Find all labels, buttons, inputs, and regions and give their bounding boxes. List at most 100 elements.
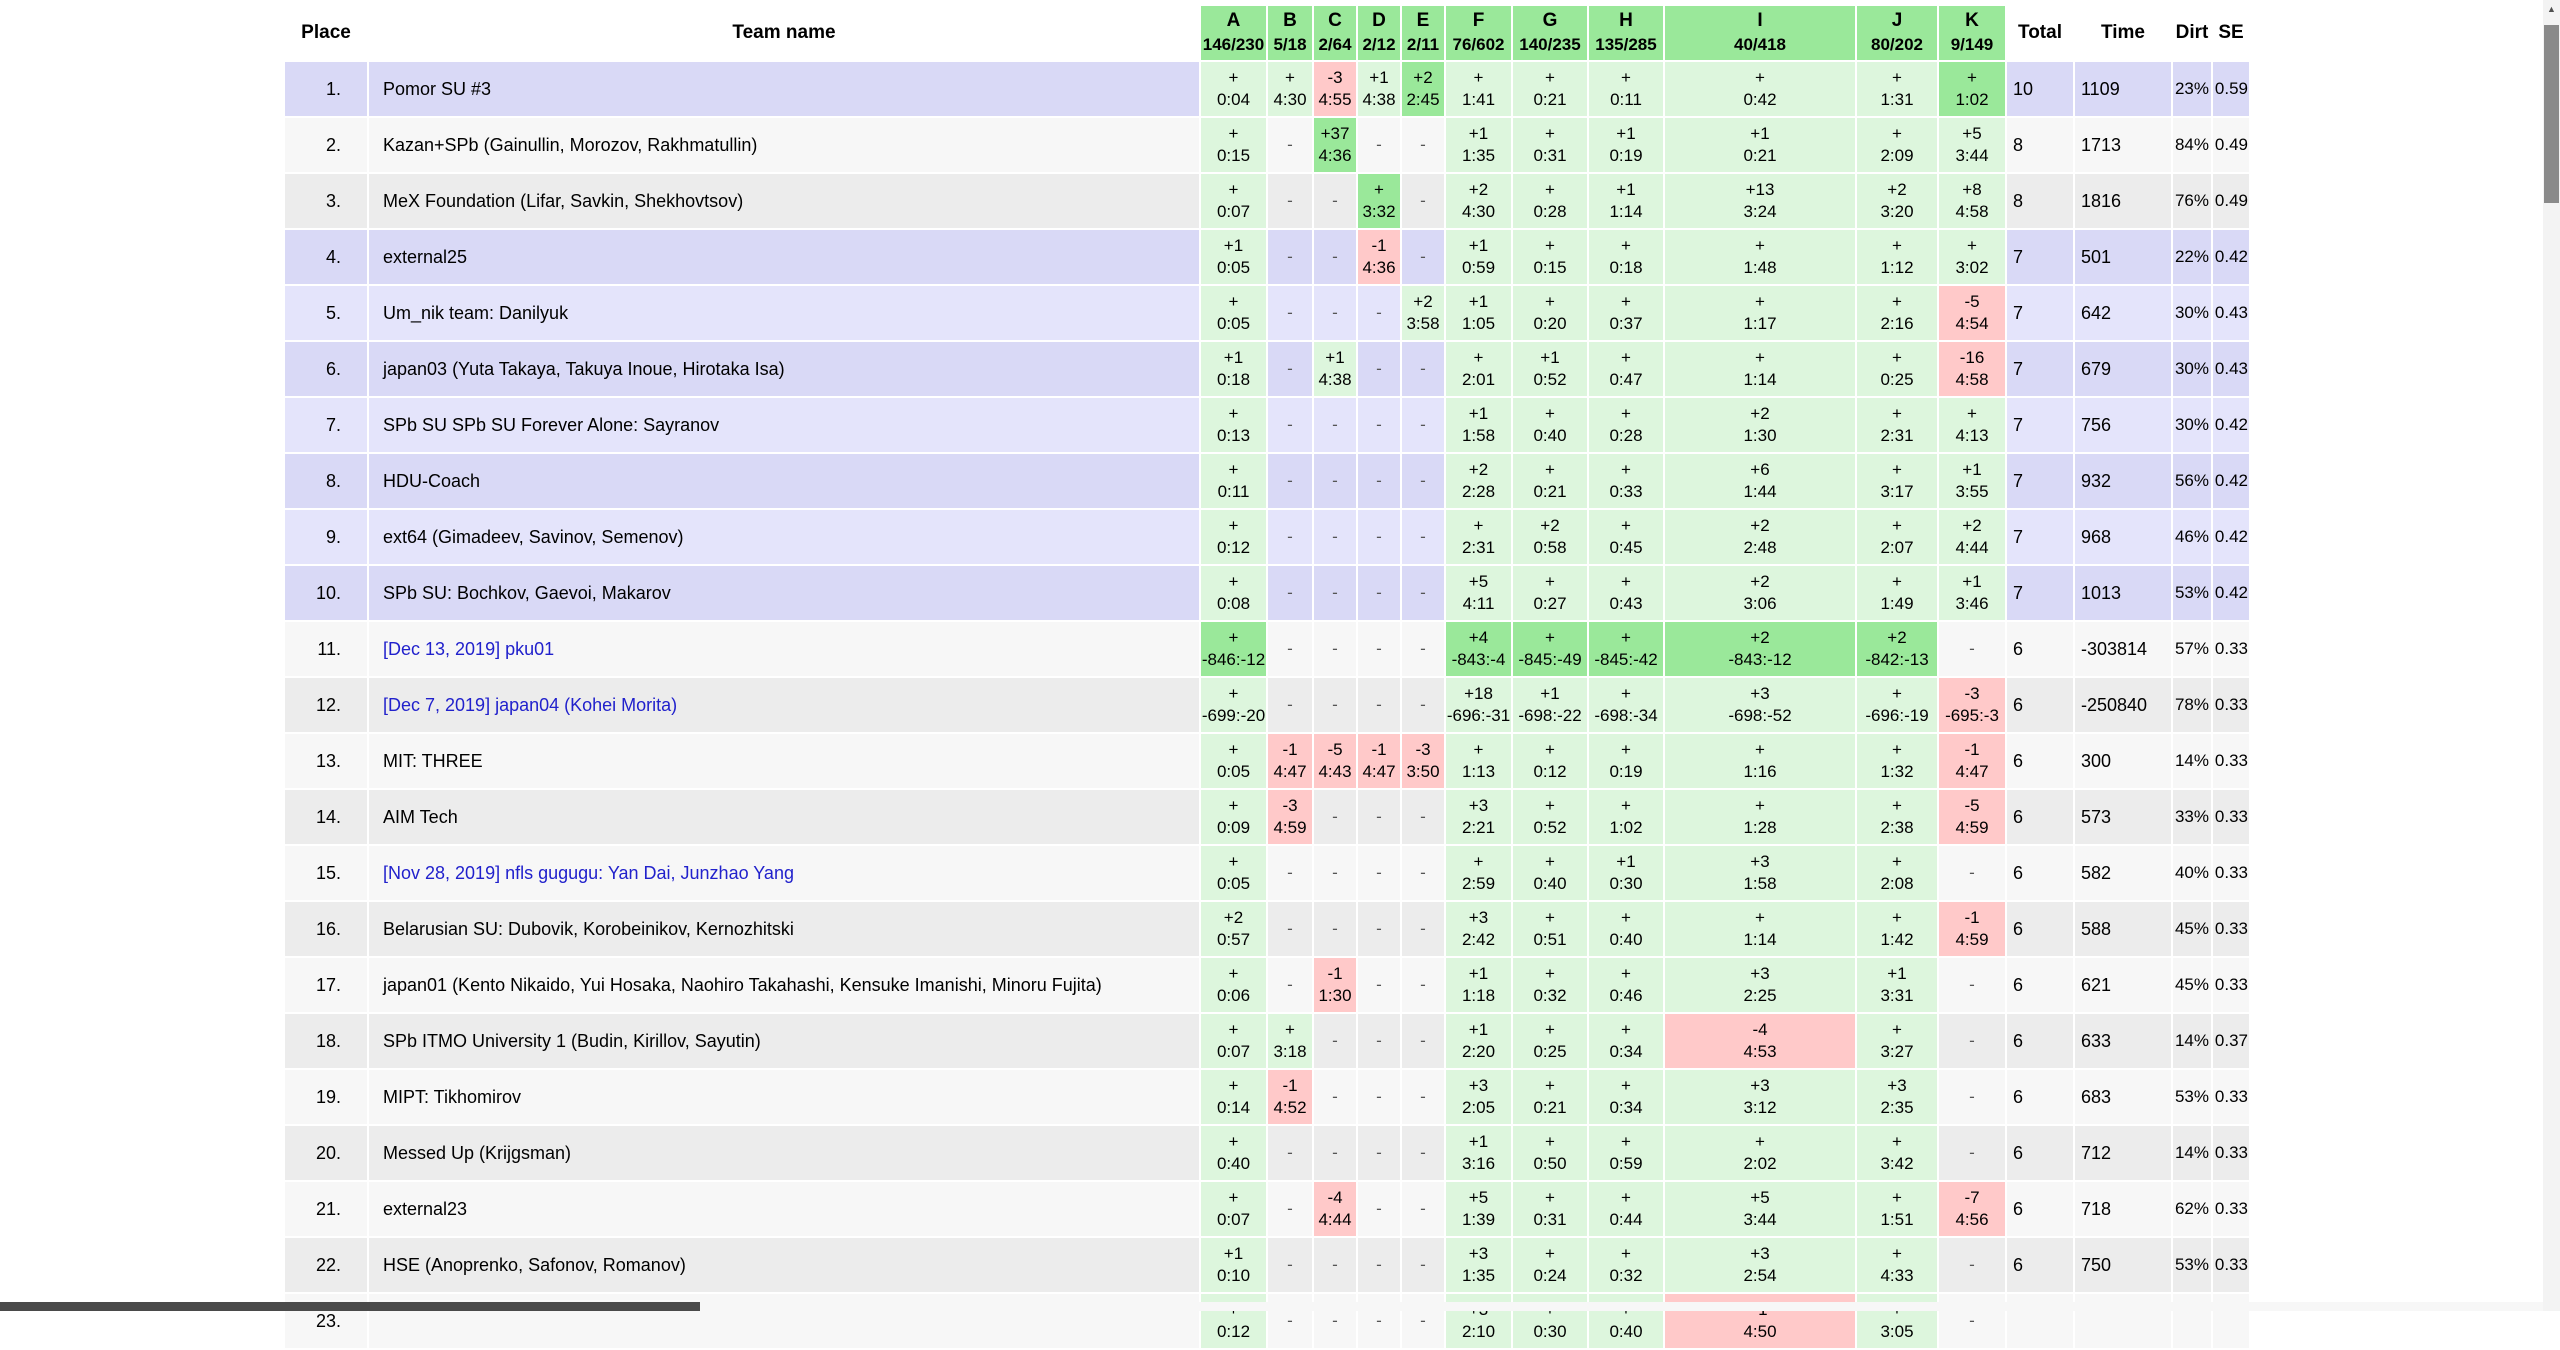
team-row: 3. MeX Foundation (Lifar, Savkin, Shekhov… [285, 174, 2249, 228]
team-name-cell: AIM Tech [369, 790, 1199, 844]
result-attempts: + [1545, 1132, 1555, 1151]
result-time: 4:55 [1318, 90, 1352, 109]
result-cell-I: +2 1:30 [1665, 398, 1855, 452]
result-time: 2:48 [1743, 538, 1777, 557]
result-attempts: + [1621, 348, 1631, 367]
vertical-scrollbar[interactable]: ▲ [2543, 0, 2560, 1311]
result-cell-F: +3 2:42 [1446, 902, 1511, 956]
result-cell-I: +2 -843:-12 [1665, 622, 1855, 676]
result-attempts: +2 [1750, 628, 1770, 647]
result-cell-E: - [1402, 1238, 1444, 1292]
result-cell-H: +1 0:30 [1589, 846, 1663, 900]
team-name-link[interactable]: [Nov 28, 2019] nfls gugugu: Yan Dai, Jun… [383, 862, 794, 883]
se-cell: 0.59 [2213, 62, 2249, 116]
team-name-cell: Pomor SU #3 [369, 62, 1199, 116]
result-cell-D: - [1358, 510, 1400, 564]
result-time: 2:09 [1880, 146, 1914, 165]
result-cell-A: +0:05 [1201, 734, 1266, 788]
result-cell-J: +2:31 [1857, 398, 1937, 452]
result-time: 3:24 [1743, 202, 1777, 221]
result-time: 0:12 [1216, 538, 1251, 557]
team-name-cell: Kazan+SPb (Gainullin, Morozov, Rakhmatul… [369, 118, 1199, 172]
horizontal-scrollbar[interactable] [0, 1302, 2543, 1311]
team-name-link[interactable]: [Dec 7, 2019] japan04 (Kohei Morita) [383, 694, 678, 715]
horizontal-scroll-thumb[interactable] [0, 1302, 700, 1311]
result-time: 2:02 [1743, 1154, 1777, 1173]
result-attempts: +2 [1887, 628, 1907, 647]
team-name-cell: external25 [369, 230, 1199, 284]
team-name-text: Belarusian SU: Dubovik, Korobeinikov, Ke… [383, 918, 794, 939]
result-cell-C: -5 4:43 [1314, 734, 1356, 788]
result-cell-A: +1 0:18 [1201, 342, 1266, 396]
result-cell-H: +0:11 [1589, 62, 1663, 116]
team-name-text: Messed Up (Krijgsman) [383, 1142, 572, 1163]
team-name-text: AIM Tech [383, 806, 458, 827]
total-solved-cell: 6 [2007, 790, 2073, 844]
result-time: 2:45 [1406, 90, 1440, 109]
result-time: 4:43 [1318, 762, 1352, 781]
problem-solved-ratio: 2/11 [1406, 35, 1440, 54]
result-attempts: + [1228, 684, 1239, 703]
result-time: 3:18 [1273, 1042, 1307, 1061]
result-cell-K: - [1939, 1014, 2005, 1068]
result-cell-D: - [1358, 622, 1400, 676]
total-solved-cell: 10 [2007, 62, 2073, 116]
result-cell-E: - [1402, 1070, 1444, 1124]
result-cell-J: +4:33 [1857, 1238, 1937, 1292]
penalty-time-cell: 1013 [2075, 566, 2171, 620]
team-name-text: SPb SU: Bochkov, Gaevoi, Makarov [383, 582, 671, 603]
team-name-cell[interactable]: [Dec 13, 2019] pku01 [369, 622, 1199, 676]
result-attempts: +1 [1616, 852, 1636, 871]
team-name-cell[interactable]: [Dec 7, 2019] japan04 (Kohei Morita) [369, 678, 1199, 732]
place-cell: 11. [285, 622, 367, 676]
result-cell-I: +1:14 [1665, 342, 1855, 396]
se-cell: 0.42 [2213, 454, 2249, 508]
result-cell-A: +0:07 [1201, 1182, 1266, 1236]
result-time: 0:47 [1609, 370, 1643, 389]
scroll-up-button[interactable]: ▲ [2543, 0, 2560, 18]
result-time: 2:42 [1461, 930, 1496, 949]
result-cell-K: +3:02 [1939, 230, 2005, 284]
result-time: 4:47 [1955, 762, 1989, 781]
header-problem-D: D 2/12 [1358, 6, 1400, 60]
result-attempts: +2 [1540, 516, 1560, 535]
result-attempts: + [1755, 292, 1765, 311]
result-time: 1:35 [1461, 1266, 1496, 1285]
result-time: 1:02 [1955, 90, 1989, 109]
penalty-time-cell: 932 [2075, 454, 2171, 508]
vertical-scroll-thumb[interactable] [2544, 25, 2559, 203]
result-time: 0:34 [1609, 1042, 1643, 1061]
result-attempts: +2 [1468, 180, 1489, 199]
result-attempts: -3 [1415, 740, 1431, 759]
result-attempts: + [1755, 236, 1765, 255]
result-time: 2:35 [1880, 1098, 1914, 1117]
problem-solved-ratio: 76/602 [1452, 35, 1505, 54]
result-attempts: +1 [1616, 180, 1636, 199]
result-attempts: + [1621, 404, 1631, 423]
result-attempts: +13 [1745, 180, 1775, 199]
team-name-cell[interactable]: [Nov 28, 2019] nfls gugugu: Yan Dai, Jun… [369, 846, 1199, 900]
result-cell-D: - [1358, 118, 1400, 172]
result-cell-B: - [1268, 678, 1312, 732]
result-time: 0:57 [1216, 930, 1251, 949]
result-cell-J: +0:25 [1857, 342, 1937, 396]
result-time: 0:11 [1610, 90, 1642, 109]
result-attempts: + [1967, 404, 1977, 423]
team-name-text: MIT: THREE [383, 750, 483, 771]
team-name-link[interactable]: [Dec 13, 2019] pku01 [383, 638, 555, 659]
result-cell-C: - [1314, 1014, 1356, 1068]
team-row: 18. SPb ITMO University 1 (Budin, Kirillo… [285, 1014, 2249, 1068]
result-cell-K: +1:02 [1939, 62, 2005, 116]
result-time: 3:02 [1955, 258, 1989, 277]
result-cell-G: +0:51 [1513, 902, 1587, 956]
result-time: 0:40 [1609, 930, 1643, 949]
result-time: 0:08 [1216, 594, 1251, 613]
result-attempts: +3 [1750, 852, 1770, 871]
result-cell-I: +1:17 [1665, 286, 1855, 340]
result-time: -696:-19 [1865, 706, 1929, 725]
result-time: -696:-31 [1446, 706, 1511, 725]
result-attempts: +5 [1750, 1188, 1770, 1207]
place-cell: 12. [285, 678, 367, 732]
result-attempts: + [1621, 1076, 1631, 1095]
total-solved-cell: 6 [2007, 846, 2073, 900]
